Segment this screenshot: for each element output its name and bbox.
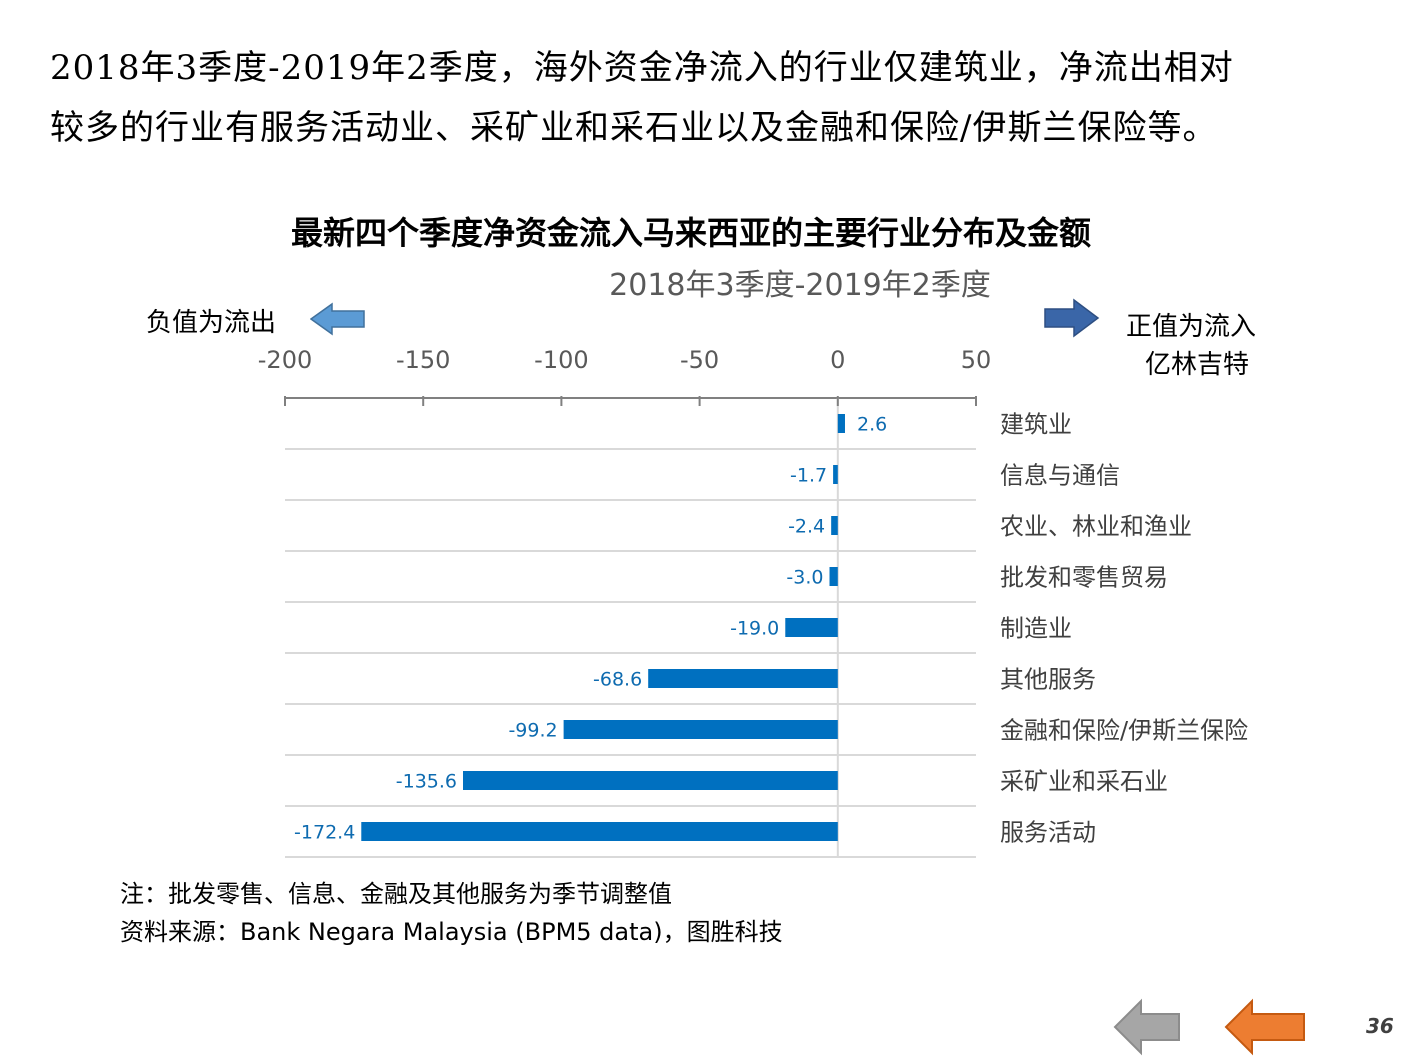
category-label: 制造业 [1000,615,1072,643]
chart-title: 最新四个季度净资金流入马来西亚的主要行业分布及金额 [290,214,1091,252]
bar [648,669,838,688]
intro-line-2: 较多的行业有服务活动业、采矿业和采石业以及金融和保险/伊斯兰保险等。 [50,108,1218,148]
x-tick-label: -100 [534,346,588,374]
note-seasonal: 注：批发零售、信息、金融及其他服务为季节调整值 [120,880,672,908]
bar [837,414,845,433]
data-label: -19.0 [730,618,779,640]
category-label: 批发和零售贸易 [1000,564,1168,592]
positive-legend-label: 正值为流入 [1126,312,1257,342]
category-label: 农业、林业和渔业 [1000,513,1192,541]
category-label: 采矿业和采石业 [1000,768,1168,796]
x-tick-label: -200 [258,346,312,374]
data-label: -172.4 [294,822,355,844]
note-source: 资料来源：Bank Negara Malaysia (BPM5 data)，图胜… [120,918,783,946]
bar [463,771,838,790]
chart-subtitle: 2018年3季度-2019年2季度 [609,268,991,303]
data-label: 2.6 [857,414,887,436]
data-label: -1.7 [790,465,827,487]
left-arrow-icon [1224,998,1305,1056]
unit-label: 亿林吉特 [1145,350,1250,380]
bar [829,567,838,586]
data-label: -135.6 [396,771,457,793]
bar [833,465,838,484]
x-tick-label: -150 [396,346,450,374]
data-label: -68.6 [593,669,642,691]
left-arrow-icon [310,302,365,336]
x-tick-label: 50 [961,346,992,374]
bar [563,720,838,739]
page-number: 36 [1366,1014,1394,1038]
right-arrow-icon [1044,298,1100,338]
x-tick-label: -50 [680,346,719,374]
category-label: 服务活动 [1000,819,1096,847]
bar [785,618,838,637]
negative-legend-label: 负值为流出 [146,308,277,338]
bar [831,516,838,535]
previous-page-button[interactable] [1113,998,1181,1056]
data-label: -3.0 [786,567,823,589]
category-label: 建筑业 [1000,411,1072,439]
category-label: 信息与通信 [1000,462,1120,490]
bar [361,822,838,841]
intro-text: 2018年3季度-2019年2季度，海外资金净流入的行业仅建筑业，净流出相对 较… [50,38,1390,158]
next-page-button[interactable] [1224,998,1306,1056]
category-label: 金融和保险/伊斯兰保险 [1000,717,1248,745]
category-label: 其他服务 [1000,666,1096,694]
data-label: -2.4 [788,516,825,538]
data-label: -99.2 [508,720,557,742]
left-arrow-icon [1113,998,1180,1056]
bar-chart: -200 -150 -100 -50 0 50 2.6 建筑业 -1.7 信息与通信 -2.4 农业、… [258,346,1248,858]
intro-line-1: 2018年3季度-2019年2季度，海外资金净流入的行业仅建筑业，净流出相对 [50,48,1234,88]
x-tick-label: 0 [830,346,845,374]
